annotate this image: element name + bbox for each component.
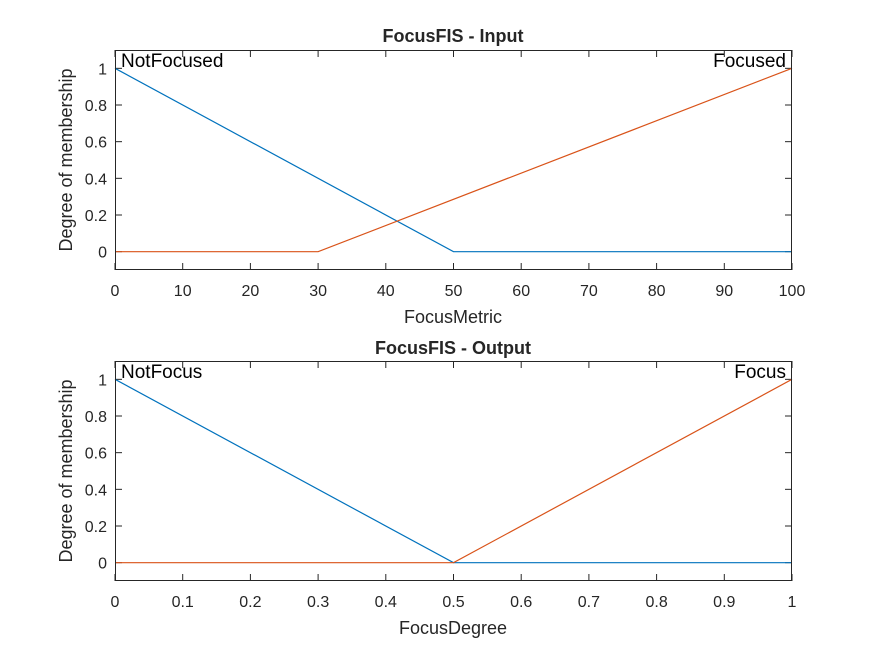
x-tick-label: 0.8 [645,594,667,611]
y-tick-label: 0.8 [85,98,107,115]
input-membership-plot: FocusFIS - Input FocusMetric Degree of m… [56,26,805,327]
y-tick-label: 0 [98,245,107,262]
y-tick-label: 0.8 [85,409,107,426]
x-tick-label: 0.3 [307,594,329,611]
membership-label: Focus [734,362,786,383]
x-tick-label: 20 [242,283,260,300]
y-tick-label: 1 [98,372,107,389]
x-tick-label: 90 [715,283,733,300]
x-tick-label: 30 [309,283,327,300]
y-axis-label: Degree of membership [56,68,76,251]
x-tick-label: 10 [174,283,192,300]
y-tick-label: 1 [98,61,107,78]
membership-line-focused [115,67,793,253]
x-tick-label: 0.6 [510,594,532,611]
y-tick-label: 0 [98,556,107,573]
plot-title: FocusFIS - Input [383,26,524,46]
x-tick-label: 0.5 [442,594,464,611]
membership-label: Focused [713,51,786,72]
y-tick-label: 0.2 [85,519,107,536]
x-tick-label: 0.7 [578,594,600,611]
x-axis-label: FocusMetric [404,307,502,327]
x-tick-label: 60 [512,283,530,300]
x-tick-label: 1 [788,594,797,611]
tick-layer: 0 0.1 0.2 0.3 0.4 0.5 0.6 0.7 0.8 0.9 1 0 0.2 0.4 0.6 0… [85,361,797,611]
plot-title: FocusFIS - Output [375,338,531,358]
y-tick-label: 0.2 [85,208,107,225]
y-tick-label: 0.6 [85,135,107,152]
x-axis-label: FocusDegree [399,618,507,638]
y-axis-label: Degree of membership [56,379,76,562]
output-membership-plot: FocusFIS - Output FocusDegree Degree of … [56,338,797,638]
membership-label: NotFocus [121,362,202,383]
x-tick-label: 0.9 [713,594,735,611]
membership-line-notfocus [114,378,792,564]
tick-layer: 0 10 20 30 40 50 60 70 80 90 100 0 0.2 0.4 0.6 0.8 1 [85,50,806,300]
x-tick-label: 0.1 [172,594,194,611]
y-tick-label: 0.6 [85,446,107,463]
x-tick-label: 0.2 [239,594,261,611]
series-layer [114,67,793,253]
x-tick-label: 0 [111,283,120,300]
x-tick-label: 70 [580,283,598,300]
series-layer [114,378,793,564]
y-tick-label: 0.4 [85,171,107,188]
membership-line-focus [115,378,793,564]
x-tick-label: 50 [445,283,463,300]
membership-label-layer: NotFocused Focused [121,51,786,72]
x-tick-label: 40 [377,283,395,300]
x-tick-label: 0.4 [375,594,397,611]
x-tick-label: 80 [648,283,666,300]
axes-box [115,50,792,270]
membership-line-notfocused [114,67,792,253]
y-tick-label: 0.4 [85,482,107,499]
membership-label-layer: NotFocus Focus [121,362,786,383]
x-tick-label: 100 [779,283,806,300]
axes-box [115,361,792,581]
x-tick-label: 0 [111,594,120,611]
membership-label: NotFocused [121,51,223,72]
